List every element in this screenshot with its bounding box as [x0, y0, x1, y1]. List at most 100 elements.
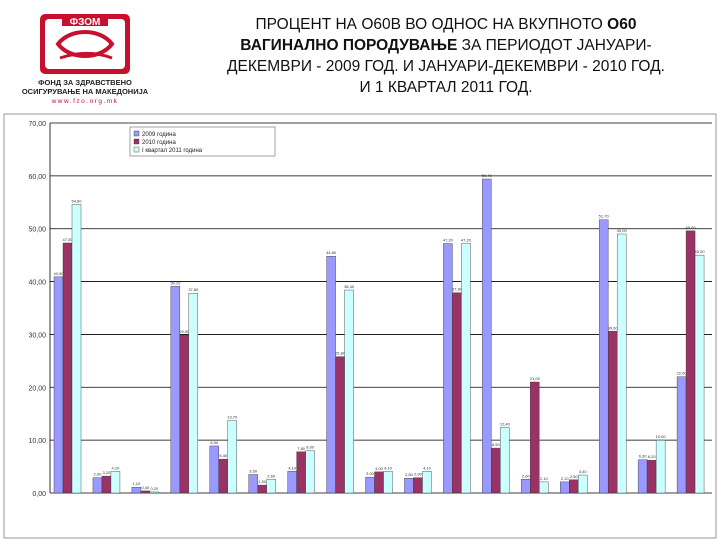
y-tick-label: 40,00 [28, 280, 46, 287]
data-label: 47,20 [443, 238, 454, 243]
bar [569, 479, 579, 494]
data-label: 45,00 [695, 249, 706, 254]
data-label: 4,10 [288, 465, 297, 470]
bar [404, 478, 414, 494]
data-label: 37,90 [452, 287, 463, 292]
data-label: 2,60 [267, 473, 276, 478]
data-label: 51,70 [599, 214, 610, 219]
title-line-1-bold: О60 [607, 16, 637, 33]
bar [452, 292, 462, 494]
bar [598, 219, 609, 494]
y-tick-label: 20,00 [28, 385, 46, 392]
bar [413, 477, 423, 494]
logo-line-1: ФОНД ЗА ЗДРАВСТВЕНО [38, 78, 132, 87]
bar [578, 474, 588, 494]
data-label: 37,80 [188, 287, 199, 292]
data-label: 25,80 [335, 351, 346, 356]
legend-swatch [133, 138, 140, 145]
data-label: 47,30 [62, 237, 73, 242]
title-line-3: ДЕКЕМВРИ - 2009 ГОД. И ЈАНУАРИ-ДЕКЕМВРИ … [227, 58, 665, 75]
data-label: 8,00 [306, 445, 315, 450]
bar [676, 376, 687, 494]
data-label: 3,50 [249, 469, 258, 474]
bar [92, 477, 103, 494]
legend-swatch [133, 146, 140, 153]
bar [257, 484, 267, 494]
bar [149, 491, 160, 494]
y-tick-label: 50,00 [28, 227, 46, 234]
legend-label: 2009 година [142, 132, 176, 138]
bar [646, 460, 657, 494]
data-label: 10,00 [656, 434, 667, 439]
data-label: 49,00 [617, 228, 628, 233]
slide-title: ПРОЦЕНТ НА О60В ВО ОДНОС НА ВКУПНОТО О60… [176, 14, 716, 98]
fzom-logo: ФЗОМ ФОНД ЗА ЗДРАВСТВЕНО ОСИГУРУВАЊЕ НА … [0, 0, 170, 112]
data-label: 3,40 [579, 469, 588, 474]
title-line-2-bold: ВАГИНАЛНО ПОРОДУВАЊЕ [240, 37, 458, 54]
bar [500, 427, 510, 494]
bar [461, 243, 471, 494]
y-tick-label: 10,00 [28, 438, 46, 445]
data-label: 2,80 [405, 472, 414, 477]
bar [655, 439, 666, 494]
data-label: 2,90 [414, 472, 423, 477]
data-label: 1,50 [258, 479, 267, 484]
legend-label: 2010 година [142, 140, 176, 146]
data-label: 40,90 [53, 271, 64, 276]
logo-brand: ФЗОМ [70, 17, 101, 28]
data-label: 2,10 [540, 476, 549, 481]
legend-box [129, 126, 276, 157]
data-label: 6,40 [219, 453, 228, 458]
data-label: 29,90 [179, 329, 190, 334]
data-label: 13,70 [227, 415, 238, 420]
data-label: 54,60 [71, 198, 82, 203]
data-label: 0,20 [150, 486, 159, 491]
data-label: 4,00 [375, 466, 384, 471]
y-tick-label: 0,00 [32, 491, 46, 498]
data-label: 3,00 [366, 471, 375, 476]
bar [170, 286, 181, 494]
data-label: 22,00 [677, 371, 688, 376]
data-label: 0,40 [141, 485, 150, 490]
bar [539, 481, 549, 494]
bar [248, 474, 258, 494]
bar [685, 230, 696, 494]
bar [491, 447, 501, 494]
bar [101, 475, 112, 494]
bar-chart: 0,00 10,00 20,00 30,00 40,00 50,00 60,00 70,00 4… [3, 113, 717, 539]
y-tick-label: 30,00 [28, 332, 46, 339]
bar [188, 292, 199, 494]
bar [218, 458, 228, 494]
title-line-2: ЗА ПЕРИОДОТ ЈАНУАРИ- [457, 37, 652, 54]
data-label: 2,60 [522, 473, 531, 478]
data-label: 2,50 [570, 474, 579, 479]
data-label: 30,60 [608, 325, 619, 330]
bar [383, 471, 393, 494]
bar [287, 471, 297, 494]
bar [637, 459, 648, 494]
data-label: 12,40 [500, 421, 511, 426]
bar [296, 451, 306, 494]
bar [62, 242, 73, 494]
data-label: 8,90 [210, 440, 219, 445]
data-label: 2,10 [561, 476, 570, 481]
bar [71, 204, 82, 494]
data-label: 7,80 [297, 446, 306, 451]
data-label: 3,20 [103, 470, 112, 475]
data-label: 6,20 [648, 454, 657, 459]
bar [110, 471, 121, 494]
data-label: 8,50 [492, 442, 501, 447]
data-label: 49,60 [686, 225, 697, 230]
logo-line-2: ОСИГУРУВАЊЕ НА МАКЕДОНИЈА [21, 87, 149, 96]
y-tick-label: 70,00 [28, 121, 46, 128]
bar [209, 445, 219, 494]
bar [607, 331, 618, 494]
bar [53, 276, 64, 494]
title-line-4: И 1 КВАРТАЛ 2011 ГОД. [359, 79, 533, 96]
data-label: 38,40 [344, 284, 355, 289]
bar [305, 450, 315, 494]
logo-graphic: ФЗОМ [40, 14, 130, 74]
bar [560, 481, 570, 494]
bar [335, 356, 345, 494]
bar [616, 233, 627, 494]
